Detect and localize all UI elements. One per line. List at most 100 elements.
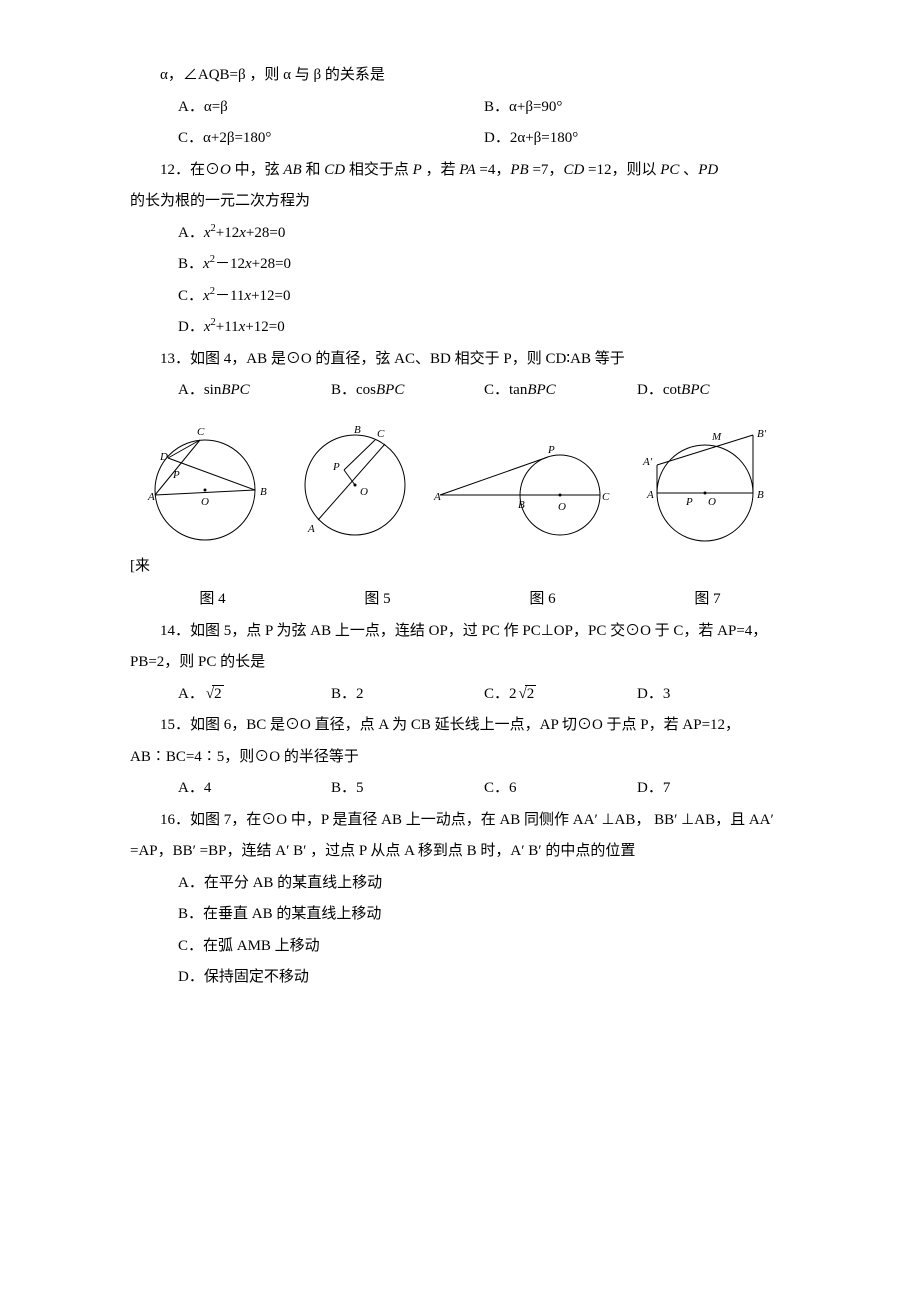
t: 2	[212, 685, 224, 702]
q15-stem: 15．如图 6，BC 是⊙O 直径，点 A 为 CB 延长线上一点，AP 切⊙O…	[130, 710, 790, 773]
q11-opt-d: D．2α+β=180°	[484, 123, 790, 155]
svg-text:B′: B′	[757, 428, 767, 440]
q14-opt-b: B．2	[331, 679, 484, 711]
var-P: P	[413, 162, 422, 178]
t: A．sin	[178, 382, 221, 398]
q13-options: A．sinBPC B．cosBPC C．tanBPC D．cotBPC	[178, 375, 790, 407]
figures-row: O A B C D P O A B P C O B C A P O A B P …	[130, 415, 790, 545]
t: D．cot	[637, 382, 681, 398]
fig5-caption: 图 5	[295, 584, 460, 616]
q11-tail: α，∠AQB=β ，则 α 与 β 的关系是	[130, 60, 790, 92]
t: +28=0	[252, 256, 291, 272]
svg-text:P: P	[172, 469, 180, 481]
q16-opt-d: D．保持固定不移动	[178, 962, 790, 994]
svg-text:O: O	[558, 501, 566, 513]
t: 2	[525, 685, 537, 702]
q12-opt-b: B．x2－12x+28=0	[178, 249, 790, 281]
t: =4，	[479, 162, 510, 178]
t: ，若	[426, 162, 460, 178]
t: +12=0	[251, 288, 290, 304]
t: x	[245, 256, 252, 272]
t: 13．如图 4，AB 是⊙O 的直径，弦 AC、BD 相交于 P，则 CD∶AB…	[160, 351, 625, 367]
q13-opt-a: A．sinBPC	[178, 375, 331, 407]
svg-text:O: O	[201, 496, 209, 508]
q16-opt-b: B．在垂直 AB 的某直线上移动	[178, 899, 790, 931]
t: =7，	[532, 162, 563, 178]
q14-stem: 14．如图 5，点 P 为弦 AB 上一点，连结 OP，过 PC 作 PC⊥OP…	[130, 616, 790, 679]
svg-text:A: A	[307, 523, 315, 535]
t: C．2	[484, 686, 517, 702]
figure-5-svg: O A B P C	[280, 415, 430, 545]
q12-stem-line2: 的长为根的一元二次方程为	[130, 186, 790, 218]
var-PB: PB	[510, 162, 528, 178]
svg-text:A′: A′	[642, 456, 653, 468]
t: C．	[178, 288, 203, 304]
t: 15．如图 6，BC 是⊙O 直径，点 A 为 CB 延长线上一点，AP 切⊙O…	[130, 717, 740, 765]
figure-7-svg: O A B P A′ B′ M	[620, 415, 790, 545]
svg-text:M: M	[711, 431, 722, 443]
t: x	[239, 225, 246, 241]
q15-opt-c: C．6	[484, 773, 637, 805]
svg-text:P: P	[685, 496, 693, 508]
q12-options: A．x2+12x+28=0 B．x2－12x+28=0 C．x2－11x+12=…	[178, 218, 790, 344]
q16-options: A．在平分 AB 的某直线上移动 B．在垂直 AB 的某直线上移动 C．在弧 A…	[178, 868, 790, 994]
q11-options-row1: A．α=β B．α+β=90°	[178, 92, 790, 124]
t: BPC	[681, 382, 709, 398]
var-PA: PA	[459, 162, 475, 178]
t: +12	[216, 225, 239, 241]
var-O: O	[220, 162, 231, 178]
t: －11	[215, 288, 244, 304]
fig7-caption: 图 7	[625, 584, 790, 616]
var-AB: AB	[283, 162, 301, 178]
t: 和	[305, 162, 324, 178]
svg-text:C: C	[602, 491, 610, 503]
q14-opt-d: D．3	[637, 679, 790, 711]
t: x	[203, 288, 210, 304]
var-PC: PC	[660, 162, 679, 178]
figure-6-svg: O B C A P	[430, 415, 620, 545]
svg-text:A: A	[646, 489, 654, 501]
q12-opt-d: D．x2+11x+12=0	[178, 312, 790, 344]
t: =12，则以	[588, 162, 660, 178]
q15-opt-a: A．4	[178, 773, 331, 805]
figure-captions: 图 4 图 5 图 6 图 7	[130, 584, 790, 616]
q11-tail-text: α，∠AQB=β ，则 α 与 β 的关系是	[160, 67, 385, 83]
svg-text:A: A	[433, 491, 441, 503]
t: 相交于点	[349, 162, 413, 178]
t: x	[203, 256, 210, 272]
t: 14．如图 5，点 P 为弦 AB 上一点，连结 OP，过 PC 作 PC⊥OP…	[130, 623, 767, 671]
q12-opt-c: C．x2－11x+12=0	[178, 281, 790, 313]
t: BPC	[221, 382, 249, 398]
svg-text:P: P	[332, 461, 340, 473]
var-PD: PD	[698, 162, 718, 178]
t: A．	[178, 225, 204, 241]
t: x	[204, 319, 211, 335]
q15-options: A．4 B．5 C．6 D．7	[178, 773, 790, 805]
q11-options-row2: C．α+2β=180° D．2α+β=180°	[178, 123, 790, 155]
t: +28=0	[246, 225, 285, 241]
q11-opt-a: A．α=β	[178, 92, 484, 124]
svg-text:B: B	[518, 499, 525, 511]
t: +11	[216, 319, 239, 335]
q16-opt-c: C．在弧 AMB 上移动	[178, 931, 790, 963]
t: C．tan	[484, 382, 527, 398]
fig6-caption: 图 6	[460, 584, 625, 616]
svg-text:O: O	[360, 486, 368, 498]
q11-opt-c: C．α+2β=180°	[178, 123, 484, 155]
t: A．	[178, 686, 204, 702]
figure-4-svg: O A B C D P	[130, 415, 280, 545]
q16-opt-a: A．在平分 AB 的某直线上移动	[178, 868, 790, 900]
svg-text:B: B	[757, 489, 764, 501]
t: 12．在⊙	[160, 162, 220, 178]
t: D．	[178, 319, 204, 335]
q14-opt-c: C．2 2	[484, 679, 637, 711]
t: BPC	[376, 382, 404, 398]
q11-opt-b: B．α+β=90°	[484, 92, 790, 124]
q12-opt-a: A．x2+12x+28=0	[178, 218, 790, 250]
t: +12=0	[245, 319, 284, 335]
t: 16．如图 7，在⊙O 中，P 是直径 AB 上一动点，在 AB 同侧作 AA′…	[130, 812, 774, 860]
t: x	[204, 225, 211, 241]
t: 中，弦	[235, 162, 284, 178]
svg-text:O: O	[708, 496, 716, 508]
svg-text:B: B	[260, 486, 267, 498]
